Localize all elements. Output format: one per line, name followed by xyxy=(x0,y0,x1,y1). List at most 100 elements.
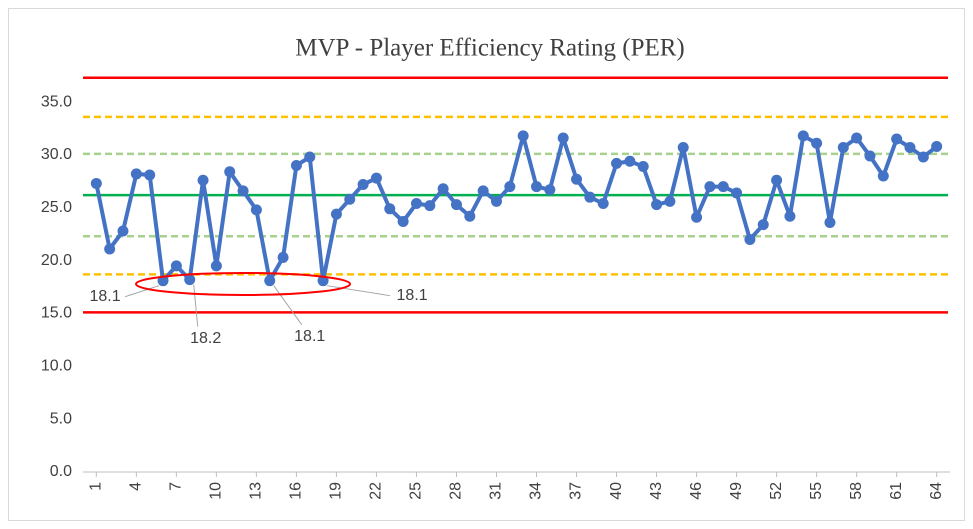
data-point xyxy=(450,199,462,211)
data-point xyxy=(330,208,342,220)
x-tick-label: 37 xyxy=(568,482,585,500)
data-point xyxy=(571,173,583,185)
x-tick-label: 55 xyxy=(808,482,825,500)
x-tick-label: 31 xyxy=(488,482,505,500)
data-point xyxy=(184,274,196,286)
data-label: 18.1 xyxy=(89,288,120,305)
x-tick-label: 58 xyxy=(848,482,865,500)
x-tick-label: 46 xyxy=(688,482,705,500)
y-tick-label: 5.0 xyxy=(50,410,72,427)
data-point xyxy=(117,225,129,237)
data-point xyxy=(370,172,382,184)
data-point xyxy=(584,191,596,203)
x-tick-label: 10 xyxy=(208,482,225,500)
data-point xyxy=(437,183,449,195)
y-tick-label: 20.0 xyxy=(41,252,72,269)
data-point xyxy=(277,251,289,263)
data-point xyxy=(784,210,796,222)
data-point xyxy=(424,200,436,212)
data-point xyxy=(210,260,222,272)
data-point xyxy=(344,193,356,205)
data-point xyxy=(544,184,556,196)
data-point xyxy=(891,133,903,145)
x-tick-label: 61 xyxy=(888,482,905,500)
x-tick-label: 22 xyxy=(368,482,385,500)
data-point xyxy=(664,195,676,207)
x-tick-label: 13 xyxy=(248,482,265,500)
data-point xyxy=(811,137,823,149)
highlight-ellipse xyxy=(135,272,351,296)
data-point xyxy=(531,181,543,193)
data-point xyxy=(917,151,929,163)
data-point xyxy=(264,275,276,287)
data-point xyxy=(224,166,236,178)
data-point xyxy=(90,177,102,189)
x-tick-label: 34 xyxy=(528,482,545,500)
data-label: 18.1 xyxy=(294,328,325,345)
data-point xyxy=(904,142,916,154)
data-point xyxy=(851,132,863,144)
x-tick-label: 28 xyxy=(448,482,465,500)
x-tick-label: 40 xyxy=(608,482,625,500)
x-tick-label: 7 xyxy=(168,482,185,491)
y-tick-label: 25.0 xyxy=(41,199,72,216)
x-tick-label: 49 xyxy=(728,482,745,500)
data-point xyxy=(797,130,809,142)
data-point xyxy=(931,140,943,152)
data-point xyxy=(464,210,476,222)
data-point xyxy=(651,199,663,211)
y-tick-label: 35.0 xyxy=(41,93,72,110)
x-tick-label: 1 xyxy=(88,482,105,491)
data-label: 18.1 xyxy=(397,287,428,304)
data-point xyxy=(490,195,502,207)
data-point xyxy=(410,198,422,210)
data-point xyxy=(517,130,529,142)
data-point xyxy=(397,215,409,227)
data-point xyxy=(170,260,182,272)
data-point xyxy=(624,155,636,167)
data-point xyxy=(704,181,716,193)
data-point xyxy=(877,170,889,182)
data-point xyxy=(637,161,649,173)
x-tick-label: 19 xyxy=(328,482,345,500)
data-point xyxy=(691,211,703,223)
x-tick-label: 64 xyxy=(928,482,945,500)
series-line xyxy=(94,133,938,283)
x-tick-label: 25 xyxy=(408,482,425,500)
data-point xyxy=(304,151,316,163)
label-leader xyxy=(273,285,303,325)
data-point xyxy=(504,181,516,193)
data-point xyxy=(824,217,836,229)
x-tick-label: 4 xyxy=(128,482,145,491)
label-leader xyxy=(327,285,391,297)
data-point xyxy=(864,150,876,162)
x-tick-label: 43 xyxy=(648,482,665,500)
data-point xyxy=(357,178,369,190)
data-label: 18.2 xyxy=(190,330,221,347)
y-tick-label: 10.0 xyxy=(41,358,72,375)
data-point xyxy=(290,159,302,171)
x-tick-label: 16 xyxy=(288,482,305,500)
data-point xyxy=(384,203,396,215)
data-point xyxy=(197,174,209,186)
data-point xyxy=(104,243,116,255)
label-leader xyxy=(193,284,199,327)
data-point xyxy=(597,198,609,210)
data-point xyxy=(771,174,783,186)
data-point xyxy=(744,233,756,245)
data-point xyxy=(557,132,569,144)
data-point xyxy=(237,185,249,197)
x-tick-label: 52 xyxy=(768,482,785,500)
data-point xyxy=(477,185,489,197)
y-tick-label: 0.0 xyxy=(50,463,72,480)
data-point xyxy=(837,142,849,154)
data-point xyxy=(731,187,743,199)
data-point xyxy=(250,204,262,216)
chart-border xyxy=(8,8,965,521)
data-point xyxy=(611,157,623,169)
y-tick-label: 15.0 xyxy=(41,305,72,322)
data-point xyxy=(677,142,689,154)
data-point xyxy=(717,181,729,193)
